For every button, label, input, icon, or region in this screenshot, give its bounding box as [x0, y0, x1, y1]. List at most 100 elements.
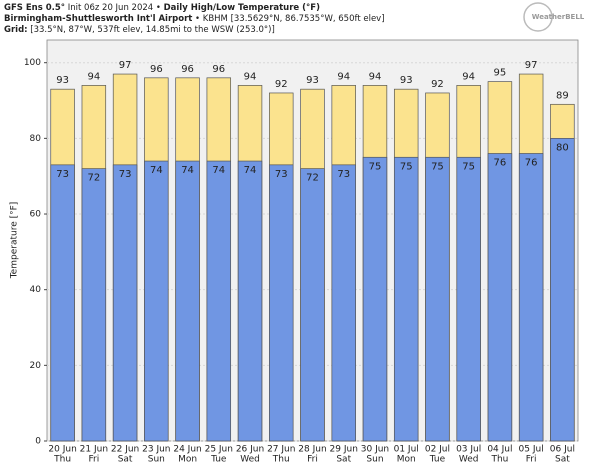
x-tick-weekday: Fri	[526, 455, 537, 464]
value-label: 92	[431, 79, 444, 90]
x-tick-weekday: Thu	[53, 455, 71, 464]
bar	[550, 138, 575, 442]
x-tick-label: 26 Jun	[236, 445, 264, 455]
x-tick-label: 05 Jul	[519, 445, 544, 455]
x-tick-label: 24 Jun	[173, 445, 201, 455]
bar	[518, 153, 544, 442]
y-tick-label: 20	[30, 361, 42, 371]
value-label: 93	[306, 75, 319, 86]
header-line-3: Grid: [33.5°N, 87°W, 537ft elev, 14.85mi…	[4, 25, 275, 35]
x-tick-weekday: Sat	[555, 455, 570, 464]
x-tick-weekday: Fri	[88, 455, 99, 464]
bar	[300, 168, 325, 442]
grid-label: Grid:	[4, 25, 28, 35]
value-label: 94	[87, 71, 100, 82]
value-label: 94	[244, 71, 257, 82]
x-tick-label: 25 Jun	[205, 445, 233, 455]
x-tick-weekday: Mon	[178, 455, 197, 464]
value-label: 94	[462, 71, 475, 82]
bar	[393, 156, 419, 442]
header-line-1: GFS Ens 0.5° Init 06z 20 Jun 2024 • Dail…	[4, 3, 320, 13]
bar	[81, 168, 107, 442]
x-tick-label: 06 Jul	[550, 445, 575, 455]
x-tick-label: 29 Jun	[330, 445, 358, 455]
bar	[144, 160, 169, 442]
x-tick-weekday: Sun	[148, 455, 165, 464]
x-tick-weekday: Fri	[307, 455, 318, 464]
value-label: 92	[275, 79, 288, 90]
value-label: 96	[150, 64, 163, 75]
value-label: 73	[275, 169, 288, 180]
value-label: 73	[337, 169, 350, 180]
value-label: 72	[306, 173, 319, 184]
x-tick-label: 01 Jul	[394, 445, 419, 455]
value-label: 95	[494, 68, 507, 79]
bar	[237, 160, 263, 442]
value-label: 76	[494, 157, 507, 168]
value-label: 75	[431, 161, 444, 172]
value-label: 75	[369, 161, 382, 172]
x-tick-weekday: Thu	[272, 455, 290, 464]
value-label: 76	[525, 157, 538, 168]
value-label: 72	[87, 173, 100, 184]
y-tick-label: 100	[24, 58, 41, 68]
chart-title: Daily High/Low Temperature (°F)	[164, 3, 320, 13]
x-tick-weekday: Tue	[429, 455, 446, 464]
x-tick-label: 04 Jul	[487, 445, 512, 455]
y-axis-label: Temperature [°F]	[10, 202, 20, 280]
value-label: 73	[119, 169, 132, 180]
x-tick-label: 27 Jun	[267, 445, 295, 455]
x-tick-weekday: Sun	[366, 455, 383, 464]
x-tick-label: 02 Jul	[425, 445, 450, 455]
x-tick-weekday: Sat	[118, 455, 133, 464]
station: Birmingham-Shuttlesworth Int'l Airport	[4, 14, 192, 24]
bar	[487, 153, 513, 442]
value-label: 74	[181, 165, 194, 176]
x-tick-weekday: Mon	[397, 455, 416, 464]
bar	[206, 160, 232, 442]
y-tick-label: 60	[30, 210, 42, 220]
x-tick-weekday: Sat	[336, 455, 351, 464]
value-label: 75	[462, 161, 475, 172]
value-label: 73	[56, 169, 69, 180]
value-label: 94	[337, 71, 350, 82]
x-tick-label: 28 Jun	[298, 445, 326, 455]
y-tick-label: 0	[35, 437, 41, 447]
header-line-2: Birmingham-Shuttlesworth Int'l Airport •…	[4, 14, 385, 24]
x-tick-weekday: Wed	[459, 455, 479, 464]
station-info: • KBHM [33.5629°N, 86.7535°W, 650ft elev…	[192, 14, 384, 24]
bar	[269, 164, 294, 442]
x-tick-label: 21 Jun	[80, 445, 108, 455]
x-tick-label: 30 Jun	[361, 445, 389, 455]
y-tick-label: 80	[30, 134, 42, 144]
value-label: 97	[525, 60, 538, 71]
bar	[456, 156, 481, 442]
value-label: 94	[369, 71, 382, 82]
grid-info: [33.5°N, 87°W, 537ft elev, 14.85mi to th…	[28, 25, 275, 35]
init: Init 06z 20 Jun 2024 •	[65, 3, 164, 13]
x-tick-label: 23 Jun	[142, 445, 170, 455]
bar	[425, 156, 450, 442]
value-label: 74	[212, 165, 225, 176]
value-label: 96	[181, 64, 194, 75]
bar	[112, 164, 138, 442]
value-label: 80	[556, 142, 569, 153]
x-tick-weekday: Thu	[490, 455, 508, 464]
value-label: 74	[244, 165, 257, 176]
model: GFS Ens 0.5°	[4, 3, 65, 13]
x-tick-weekday: Tue	[210, 455, 227, 464]
y-tick-label: 40	[30, 285, 42, 295]
x-tick-label: 03 Jul	[456, 445, 481, 455]
value-label: 74	[150, 165, 163, 176]
value-label: 96	[212, 64, 225, 75]
value-label: 89	[556, 90, 569, 101]
logo: WeatherBELL	[532, 13, 585, 21]
value-label: 93	[400, 75, 413, 86]
bar	[50, 164, 75, 442]
logo-ring	[523, 2, 553, 32]
x-tick-label: 22 Jun	[111, 445, 139, 455]
value-label: 93	[56, 75, 69, 86]
value-label: 97	[119, 60, 132, 71]
bar	[175, 160, 200, 442]
